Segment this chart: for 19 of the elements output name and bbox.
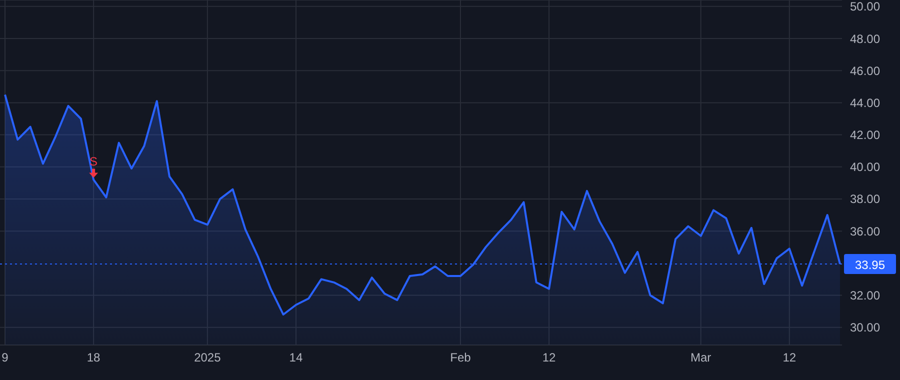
ref-line-label: 33.95 xyxy=(854,258,886,272)
y-tick-label: 46.00 xyxy=(850,64,880,78)
x-tick-label: Mar xyxy=(690,350,712,365)
x-tick-label: Feb xyxy=(450,350,472,365)
y-tick-label: 36.00 xyxy=(850,224,880,238)
x-tick-label: 9 xyxy=(2,350,9,365)
y-tick-label: 30.00 xyxy=(850,320,880,335)
y-tick-label: 40.00 xyxy=(850,160,880,174)
y-tick-label: 32.00 xyxy=(850,288,880,303)
y-tick-label: 42.00 xyxy=(850,128,880,142)
y-tick-label: 38.00 xyxy=(850,192,880,206)
x-tick-label: 12 xyxy=(542,350,556,365)
y-tick-label: 44.00 xyxy=(850,96,880,110)
x-tick-label: 12 xyxy=(782,350,796,365)
x-tick-label: 2025 xyxy=(194,350,222,365)
y-tick-label: 50.00 xyxy=(850,0,880,14)
x-tick-label: 14 xyxy=(289,350,303,365)
x-tick-label: 18 xyxy=(86,350,101,365)
y-tick-label: 48.00 xyxy=(850,32,880,46)
